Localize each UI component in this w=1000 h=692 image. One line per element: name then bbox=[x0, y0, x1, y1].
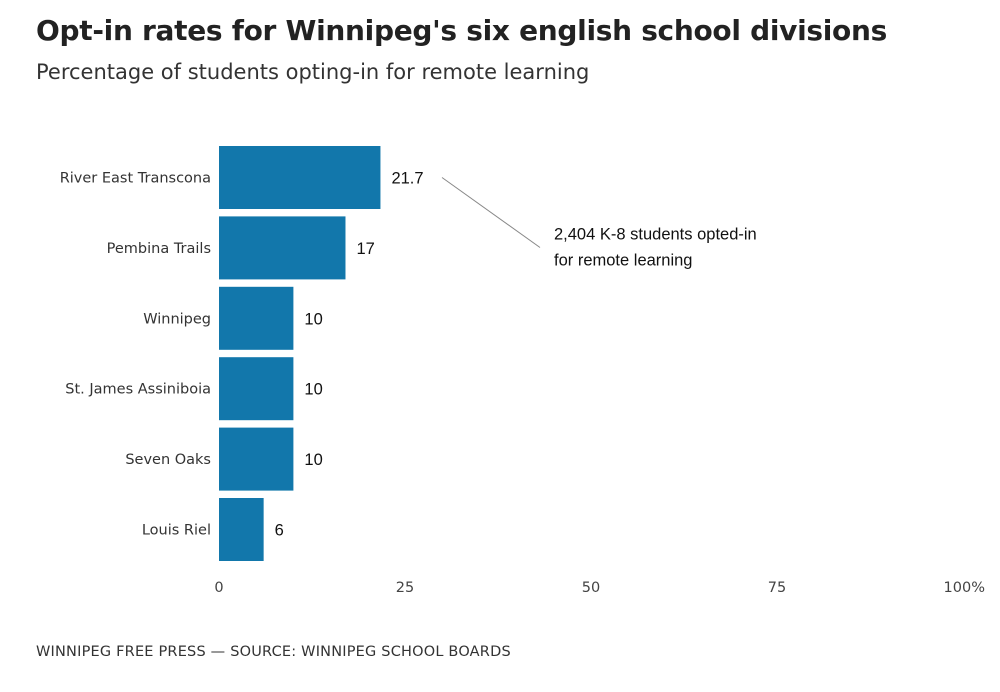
value-label: 21.7 bbox=[391, 170, 423, 188]
category-label: Pembina Trails bbox=[107, 241, 211, 257]
x-axis-ticks: 0 25 50 75 100% bbox=[214, 580, 985, 596]
annotation-text: for remote learning bbox=[554, 252, 693, 270]
value-label: 17 bbox=[356, 240, 374, 258]
category-label: St. James Assiniboia bbox=[65, 382, 211, 398]
x-tick-label: 50 bbox=[582, 580, 600, 596]
x-tick-label: 0 bbox=[214, 580, 223, 596]
value-labels: 21.7 17 10 10 10 6 bbox=[275, 170, 424, 540]
chart-subtitle: Percentage of students opting-in for rem… bbox=[36, 60, 590, 84]
bar bbox=[219, 216, 346, 280]
chart-title: Opt-in rates for Winnipeg's six english … bbox=[36, 14, 887, 47]
bar-chart: River East Transcona Pembina Trails Winnip… bbox=[60, 146, 985, 596]
value-label: 10 bbox=[304, 381, 322, 399]
bars bbox=[219, 146, 381, 561]
value-label: 10 bbox=[304, 451, 322, 469]
bar bbox=[219, 357, 294, 421]
bar bbox=[219, 146, 381, 209]
x-tick-label: 100% bbox=[944, 580, 985, 596]
x-tick-label: 25 bbox=[396, 580, 414, 596]
x-tick-label: 75 bbox=[768, 580, 786, 596]
category-label: River East Transcona bbox=[60, 171, 211, 187]
category-label: Louis Riel bbox=[142, 523, 211, 539]
annotation-line bbox=[441, 177, 541, 248]
category-label: Seven Oaks bbox=[125, 452, 211, 468]
annotation: 2,404 K-8 students opted-in for remote le… bbox=[441, 177, 757, 270]
bar bbox=[219, 498, 264, 561]
annotation-text: 2,404 K-8 students opted-in bbox=[554, 226, 757, 244]
source-credit: WINNIPEG FREE PRESS — SOURCE: WINNIPEG S… bbox=[36, 644, 511, 660]
value-label: 6 bbox=[275, 522, 284, 540]
bar bbox=[219, 286, 294, 350]
category-labels: River East Transcona Pembina Trails Winnip… bbox=[60, 171, 211, 539]
value-label: 10 bbox=[304, 310, 322, 328]
category-label: Winnipeg bbox=[143, 311, 211, 327]
bar bbox=[219, 427, 294, 491]
